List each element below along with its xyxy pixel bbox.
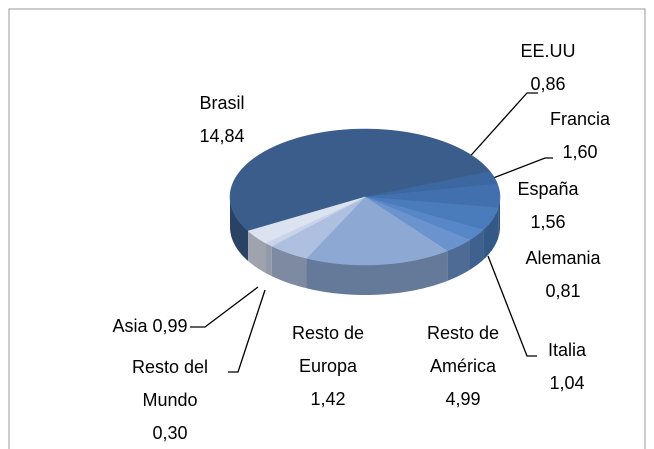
- pie-sides: [230, 197, 500, 295]
- pie-slice-side: [265, 242, 272, 277]
- pie-slice-side: [271, 246, 307, 289]
- label-value: 1,56: [530, 212, 566, 232]
- label-value: 4,99: [445, 389, 481, 409]
- label-value: 14,84: [199, 126, 245, 146]
- leader-line: [487, 255, 537, 357]
- data-label: Resto de Europa 1,42: [278, 317, 378, 416]
- pie-slice-side: [248, 231, 266, 273]
- label-name: Italia: [547, 340, 587, 360]
- leader-lines: [190, 92, 553, 373]
- pie-slice-side: [306, 250, 448, 295]
- leader-line: [464, 92, 538, 163]
- data-label: Asia 0,99: [112, 310, 187, 343]
- pie-slice-side: [483, 207, 499, 260]
- label-name: Resto de Europa: [291, 323, 365, 376]
- label-value: 0,86: [530, 74, 566, 94]
- label-value: 1,42: [310, 389, 346, 409]
- frame: [8, 8, 646, 449]
- data-label: España 1,56: [503, 173, 593, 239]
- label-name: Resto de América: [426, 323, 500, 376]
- label-name: Brasil: [199, 93, 245, 113]
- pie-tops: [229, 128, 501, 266]
- pie-slice-side: [230, 197, 249, 261]
- data-label: Alemania 0,81: [508, 242, 618, 308]
- label-value: 1,04: [549, 373, 585, 393]
- label-name: EE.UU: [520, 41, 576, 61]
- label-value: 1,60: [562, 142, 598, 162]
- pie-slice-side: [469, 229, 484, 271]
- pie-slice: [247, 196, 366, 244]
- data-label: EE.UU 0,86: [508, 35, 588, 101]
- pie-slice: [306, 196, 448, 266]
- leader-line: [190, 286, 259, 328]
- label-name: Francia: [549, 109, 611, 129]
- pie-slice: [364, 196, 499, 231]
- pie-slice: [364, 196, 484, 241]
- label-name: España: [517, 179, 579, 199]
- label-name: Asia: [112, 316, 148, 336]
- label-name: Alemania: [525, 248, 601, 268]
- pie-slice: [229, 128, 491, 232]
- leader-line: [487, 157, 553, 181]
- data-label: Resto de América 4,99: [413, 317, 513, 416]
- label-name: Resto del Mundo: [131, 357, 209, 410]
- data-label: Italia 1,04: [527, 334, 607, 400]
- pie-slice-side: [447, 240, 470, 281]
- leader-line: [228, 289, 266, 373]
- pie-slice: [364, 171, 498, 198]
- data-label: Brasil 14,84: [192, 87, 252, 153]
- label-value: 0,81: [545, 281, 581, 301]
- label-value: 0,99: [152, 316, 188, 336]
- pie-slice: [364, 196, 471, 252]
- pie-slice: [364, 183, 501, 209]
- pie: [229, 128, 501, 295]
- label-value: 0,30: [152, 423, 188, 443]
- data-label: Francia 1,60: [535, 103, 625, 169]
- pie-slice: [271, 196, 366, 259]
- data-label: Resto del Mundo 0,30: [120, 351, 220, 449]
